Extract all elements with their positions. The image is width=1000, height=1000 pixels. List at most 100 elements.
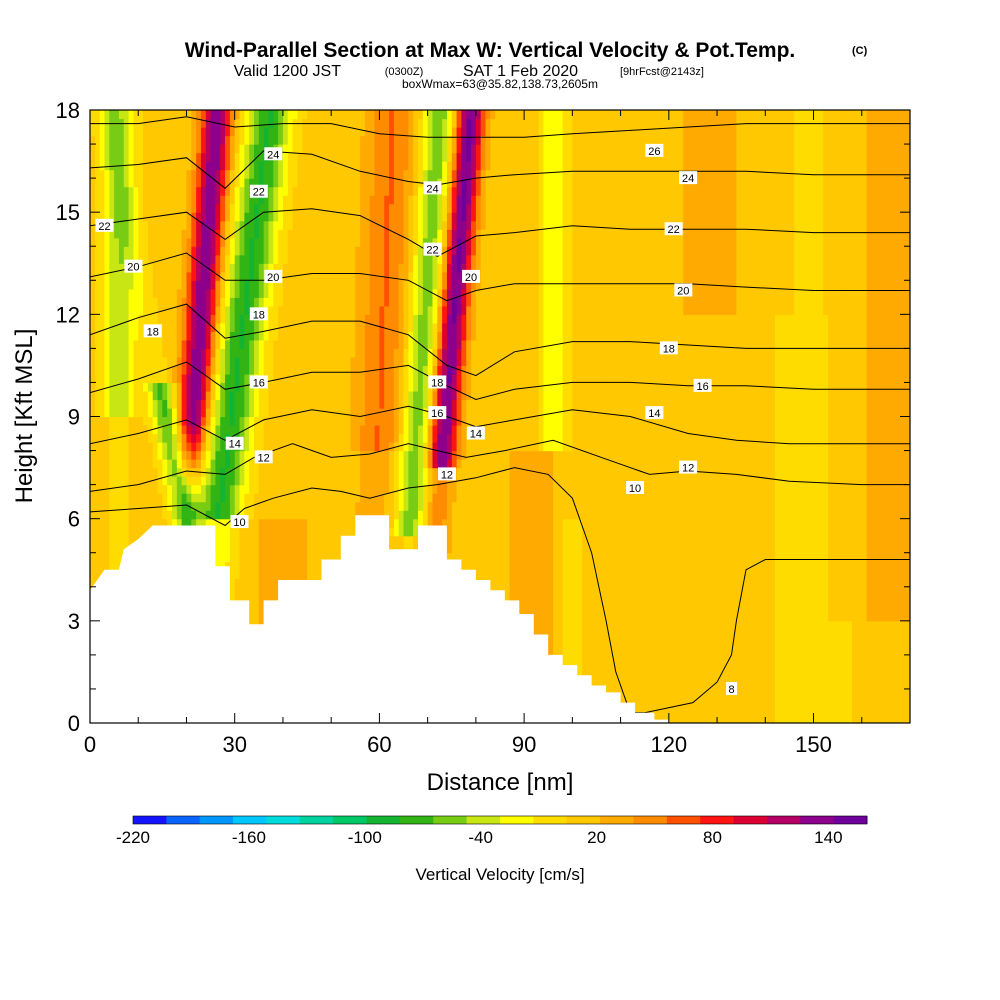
shade-cell (664, 493, 670, 503)
shade-cell (307, 527, 313, 537)
shade-cell (620, 629, 627, 639)
shade-cell (471, 527, 477, 537)
shade-cell (273, 476, 279, 486)
shade-cell (500, 552, 506, 562)
shade-cell (659, 561, 665, 571)
shade-cell (254, 476, 260, 486)
shade-cell (104, 501, 110, 511)
shade-cell (625, 552, 631, 562)
shade-cell (808, 501, 815, 511)
shade-cell (770, 620, 776, 630)
shade-cell (586, 646, 593, 656)
shade-cell (475, 518, 482, 528)
shade-cell (273, 578, 279, 588)
shade-cell (900, 680, 906, 690)
shade-cell (528, 586, 535, 596)
shade-cell (856, 620, 863, 630)
shade-cell (842, 646, 848, 656)
shade-cell (374, 493, 381, 503)
shade-cell (485, 501, 491, 511)
shade-cell (692, 561, 699, 571)
shade-cell (692, 476, 699, 486)
shade-cell (244, 569, 250, 579)
shade-cell (176, 518, 183, 528)
shade-cell (813, 561, 819, 571)
shade-cell (596, 620, 602, 630)
shade-cell (813, 612, 819, 622)
shade-cell (543, 603, 549, 613)
shade-cell (702, 697, 709, 707)
shade-cell (890, 620, 897, 630)
shade-cell (731, 586, 737, 596)
shade-cell (200, 476, 207, 486)
shade-cell (239, 561, 245, 571)
shade-cell (702, 646, 709, 656)
shade-cell (823, 680, 829, 690)
shade-cell (871, 578, 877, 588)
shade-cell (239, 569, 245, 579)
shade-cell (254, 552, 260, 562)
shade-cell (688, 527, 694, 537)
shade-cell (138, 510, 144, 520)
shade-cell (871, 493, 877, 503)
shade-cell (615, 629, 622, 639)
shade-cell (307, 501, 313, 511)
shade-cell (900, 493, 906, 503)
shade-cell (895, 629, 901, 639)
shade-cell (659, 510, 665, 520)
shade-cell (784, 552, 791, 562)
shade-cell (143, 501, 149, 511)
shade-cell (249, 603, 255, 613)
shade-cell (707, 646, 713, 656)
shade-cell (794, 552, 800, 562)
shade-cell (649, 484, 655, 494)
shade-cell (254, 510, 260, 520)
shade-cell (109, 467, 115, 477)
shade-cell (104, 467, 110, 477)
shade-cell (292, 561, 299, 571)
shade-cell (133, 467, 139, 477)
shade-cell (215, 476, 221, 486)
shade-cell (504, 578, 511, 588)
shade-cell (340, 510, 347, 520)
shade-cell (553, 629, 559, 639)
shade-cell (649, 501, 655, 511)
shade-cell (755, 510, 762, 520)
shade-cell (828, 569, 834, 579)
shade-cell (712, 561, 718, 571)
shade-cell (823, 714, 829, 723)
shade-cell (712, 688, 718, 699)
shade-cell (808, 646, 815, 656)
shade-cell (94, 484, 101, 494)
shade-cell (668, 629, 675, 639)
shade-cell (678, 620, 684, 630)
shade-cell (755, 680, 762, 690)
shade-cell (220, 510, 226, 520)
shade-cell (866, 552, 873, 562)
shade-cell (620, 680, 627, 690)
shade-cell (557, 620, 564, 630)
shade-cell (697, 484, 704, 494)
shade-cell (688, 578, 694, 588)
shade-cell (688, 603, 694, 613)
shade-cell (495, 501, 501, 511)
shade-cell (557, 535, 564, 545)
shade-cell (316, 552, 323, 562)
shade-cell (591, 629, 598, 639)
shade-cell (818, 629, 824, 639)
shade-cell (664, 578, 670, 588)
shade-cell (485, 484, 491, 494)
shade-cell (765, 518, 771, 528)
shade-cell (803, 595, 810, 605)
shade-cell (852, 518, 858, 528)
shade-cell (707, 663, 713, 673)
shade-cell (683, 561, 689, 571)
shade-cell (524, 569, 530, 579)
shade-cell (480, 484, 487, 494)
shade-cell (726, 544, 733, 554)
shade-cell (774, 714, 781, 723)
shade-cell (606, 527, 612, 537)
shade-cell (582, 620, 588, 630)
shade-cell (620, 671, 627, 682)
shade-cell (263, 518, 270, 528)
